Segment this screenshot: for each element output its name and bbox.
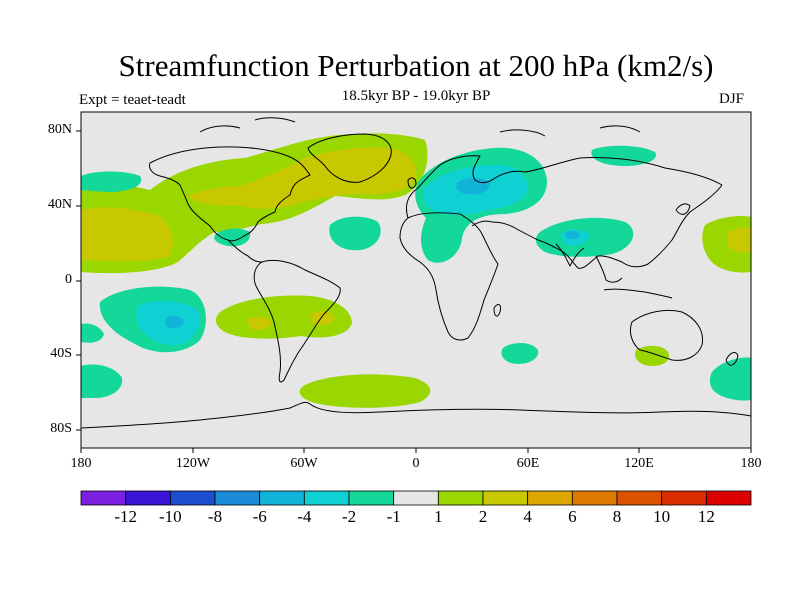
legend-color-box bbox=[705, 490, 752, 506]
s-atlantic-positive-region bbox=[299, 374, 431, 408]
legend-color-box bbox=[125, 490, 171, 506]
legend-level-label: -4 bbox=[297, 507, 312, 526]
legend-level-label: -8 bbox=[207, 507, 223, 526]
n-america-core-region bbox=[188, 147, 417, 209]
legend-level-label: 1 bbox=[434, 507, 443, 526]
legend-level-label: -6 bbox=[252, 507, 267, 526]
sw-pacific-negative-region bbox=[81, 323, 104, 343]
s-atlantic-core-region bbox=[310, 311, 335, 326]
africa-coastline bbox=[399, 212, 499, 341]
uk-coastline bbox=[407, 177, 417, 189]
legend-color-box bbox=[527, 490, 573, 506]
y-tick-label: 0 bbox=[65, 272, 72, 287]
legend-level-label: -2 bbox=[341, 507, 357, 526]
experiment-label: Expt = teaet-teadt bbox=[79, 92, 186, 108]
s-pacific-east-negative-region bbox=[709, 357, 751, 401]
n-pacific-core-region bbox=[81, 207, 173, 262]
x-tick-label: 180 bbox=[70, 456, 92, 471]
chart-subtitle: 18.5kyr BP - 19.0kyr BP bbox=[341, 88, 491, 104]
w-pacific-core-region bbox=[727, 227, 751, 253]
siberia-negative-region bbox=[591, 145, 656, 166]
legend-color-box bbox=[616, 490, 663, 506]
legend-level-label: 2 bbox=[478, 507, 488, 526]
legend-color-box bbox=[348, 490, 395, 506]
madagascar-coastline bbox=[493, 304, 501, 317]
legend-color-box bbox=[259, 490, 305, 506]
arctic-islands-coastline bbox=[199, 117, 641, 137]
new-zealand-coastline bbox=[725, 352, 739, 366]
s-america-core-region bbox=[247, 316, 272, 330]
legend-color-box bbox=[393, 490, 439, 506]
legend-level-label: 4 bbox=[523, 507, 532, 526]
legend-level-label: 8 bbox=[612, 507, 622, 526]
x-tick-label: 180 bbox=[740, 456, 762, 471]
x-tick-label: 60W bbox=[290, 456, 318, 471]
legend-color-box bbox=[80, 490, 127, 506]
s-pacific-min-region bbox=[165, 315, 184, 329]
south-america-coastline bbox=[253, 259, 341, 383]
axis-ticks bbox=[76, 130, 752, 453]
x-tick-label: 0 bbox=[412, 456, 420, 471]
x-tick-label: 120E bbox=[624, 456, 654, 471]
legend-color-box bbox=[661, 490, 707, 506]
x-tick-label: 60E bbox=[516, 456, 540, 471]
indian-subcontinent-coastline bbox=[555, 243, 585, 267]
n-pacific-negative-region bbox=[81, 171, 142, 192]
legend-level-label: 10 bbox=[653, 507, 671, 526]
legend-color-box bbox=[303, 490, 350, 506]
legend-color-box bbox=[437, 490, 484, 506]
japan-coastline bbox=[675, 203, 691, 215]
coastlines bbox=[81, 117, 751, 429]
gulf-negative-region bbox=[214, 228, 251, 247]
contour-fills bbox=[81, 117, 751, 429]
north-america-coastline bbox=[149, 146, 311, 242]
s-asia-min-region bbox=[565, 230, 580, 240]
legend-level-label: -10 bbox=[158, 507, 182, 526]
y-tick-label: 40S bbox=[50, 346, 72, 361]
legend-color-box bbox=[571, 490, 618, 506]
chart-title: Streamfunction Perturbation at 200 hPa (… bbox=[118, 48, 714, 83]
x-tick-label: 120W bbox=[175, 456, 211, 471]
legend-color-box bbox=[214, 490, 261, 506]
positive-contour-4 bbox=[81, 147, 751, 330]
negative-contour-4 bbox=[165, 177, 580, 329]
central-america-coastline bbox=[227, 239, 263, 263]
season-label: DJF bbox=[719, 91, 745, 107]
y-tick-label: 80N bbox=[47, 122, 72, 137]
indonesia-coastline bbox=[603, 288, 673, 299]
greenland-coastline bbox=[307, 133, 392, 183]
legend-level-label: 12 bbox=[697, 507, 715, 526]
antarctica-coastline bbox=[81, 401, 751, 429]
y-tick-label: 40N bbox=[47, 197, 72, 212]
atlantic-negative-region bbox=[329, 216, 381, 251]
europe-coastline bbox=[405, 155, 723, 219]
southeast-asia-coastline bbox=[595, 255, 623, 283]
asia-coastline bbox=[471, 184, 723, 269]
y-tick-label: 80S bbox=[50, 421, 72, 436]
se-pacific-negative-region bbox=[81, 364, 123, 398]
legend-level-label: 6 bbox=[568, 507, 577, 526]
legend-level-label: -1 bbox=[386, 507, 401, 526]
s-indian-negative-region bbox=[501, 342, 539, 364]
color-legend-bar bbox=[80, 490, 752, 506]
legend-color-box bbox=[482, 490, 529, 506]
legend-color-box bbox=[169, 490, 216, 506]
europe-min-region bbox=[456, 177, 490, 195]
legend-level-label: -12 bbox=[114, 507, 137, 526]
australia-coastline bbox=[629, 309, 704, 361]
